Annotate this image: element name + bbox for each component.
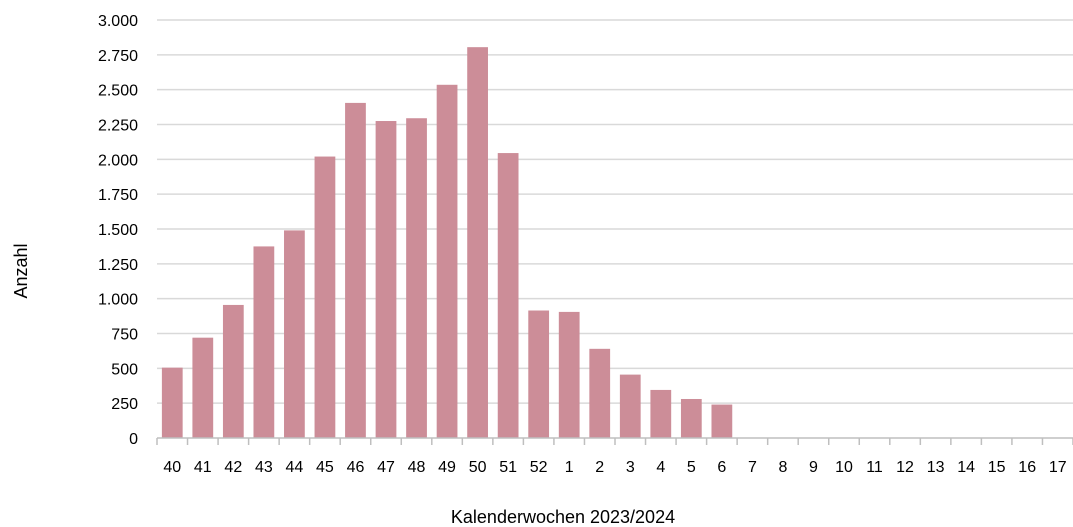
x-tick-label: 1 xyxy=(565,459,574,476)
x-tick-label: 49 xyxy=(438,459,456,476)
x-tick-label: 10 xyxy=(835,459,853,476)
x-axis-title: Kalenderwochen 2023/2024 xyxy=(451,507,675,527)
y-tick-label: 3.000 xyxy=(98,13,138,30)
y-tick-label: 0 xyxy=(129,431,138,448)
x-tick-label: 45 xyxy=(316,459,334,476)
x-tick-label: 8 xyxy=(778,459,787,476)
bar-47 xyxy=(376,121,397,438)
bar-43 xyxy=(253,246,274,438)
x-tick-label: 42 xyxy=(224,459,242,476)
x-tick-label: 2 xyxy=(595,459,604,476)
x-tick-label: 50 xyxy=(469,459,487,476)
y-axis-title: Anzahl xyxy=(11,243,31,298)
y-tick-label: 500 xyxy=(111,361,138,378)
y-tick-label: 750 xyxy=(111,327,138,344)
x-tick-labels: 40 41 42 43 44 45 46 47 48 49 50 51 52 1 2 3 4 5 6 7 8 9 10 11 1… xyxy=(163,459,1066,476)
y-tick-label: 1.750 xyxy=(98,187,138,204)
y-tick-labels: 0 250 500 750 1.000 1.250 1.500 1.750 2.000 2.250… xyxy=(98,13,138,448)
x-tick-label: 11 xyxy=(866,459,883,476)
x-tick-label: 51 xyxy=(499,459,517,476)
y-tick-label: 1.000 xyxy=(98,292,138,309)
x-tick-label: 52 xyxy=(530,459,548,476)
y-tick-label: 2.750 xyxy=(98,48,138,65)
bar-42 xyxy=(223,305,244,438)
y-tick-label: 1.500 xyxy=(98,222,138,239)
x-tick-label: 41 xyxy=(194,459,212,476)
bar-4 xyxy=(650,390,671,438)
y-tick-label: 1.250 xyxy=(98,257,138,274)
y-tick-label: 2.000 xyxy=(98,152,138,169)
bar-51 xyxy=(498,153,519,438)
bar-44 xyxy=(284,230,305,438)
y-tick-label: 250 xyxy=(111,396,138,413)
x-tick-label: 3 xyxy=(626,459,635,476)
y-tick-label: 2.250 xyxy=(98,118,138,135)
bar-2 xyxy=(589,349,610,438)
bar-3 xyxy=(620,375,641,438)
x-tick-label: 47 xyxy=(377,459,395,476)
bar-40 xyxy=(162,368,183,438)
x-tick-label: 12 xyxy=(896,459,914,476)
x-tick-label: 15 xyxy=(988,459,1006,476)
x-tick-label: 6 xyxy=(717,459,726,476)
y-tick-label: 2.500 xyxy=(98,83,138,100)
bar-1 xyxy=(559,312,580,438)
bar-48 xyxy=(406,118,427,438)
bar-41 xyxy=(192,338,213,438)
x-tick-label: 7 xyxy=(748,459,757,476)
x-tick-label: 44 xyxy=(286,459,304,476)
bars xyxy=(162,47,732,438)
bar-50 xyxy=(467,47,488,438)
x-tick-label: 9 xyxy=(809,459,818,476)
x-tick-label: 48 xyxy=(408,459,426,476)
x-tick-label: 4 xyxy=(656,459,665,476)
bar-49 xyxy=(437,85,458,438)
x-tick-label: 40 xyxy=(163,459,181,476)
bar-52 xyxy=(528,311,549,438)
bar-6 xyxy=(711,405,732,438)
x-tick-label: 5 xyxy=(687,459,696,476)
x-tick-label: 43 xyxy=(255,459,273,476)
x-tick-label: 16 xyxy=(1018,459,1036,476)
x-tick-label: 46 xyxy=(347,459,365,476)
bar-5 xyxy=(681,399,702,438)
axes xyxy=(157,438,1073,445)
x-tick-label: 17 xyxy=(1049,459,1067,476)
x-tick-label: 14 xyxy=(957,459,975,476)
bar-45 xyxy=(315,157,336,438)
bar-46 xyxy=(345,103,366,438)
x-tick-label: 13 xyxy=(927,459,945,476)
